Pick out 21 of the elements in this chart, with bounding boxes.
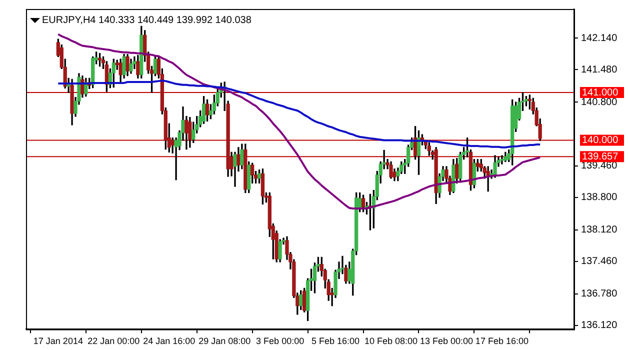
y-tick-label: 141.480 <box>581 64 618 76</box>
y-tick-label: 137.460 <box>581 256 618 268</box>
y-tick-label: 136.120 <box>581 320 618 332</box>
x-tick-label: 17 Jan 2014 <box>33 336 83 346</box>
y-tick-label: 138.800 <box>581 192 618 204</box>
x-tick-label: 29 Jan 08:00 <box>198 336 251 346</box>
x-tick-label: 24 Jan 16:00 <box>143 336 196 346</box>
ref-line-label: 139.657 <box>582 151 619 162</box>
ref-line-label: 141.000 <box>582 87 619 98</box>
y-tick-label: 136.780 <box>581 288 618 300</box>
x-tick-label: 5 Feb 16:00 <box>312 336 360 346</box>
y-tick-label: 142.140 <box>581 32 618 44</box>
x-tick-label: 17 Feb 16:00 <box>475 336 528 346</box>
text: EURJPY,H4 140.333 140.449 139.992 140.038 <box>42 14 252 26</box>
y-tick-label: 140.800 <box>581 96 618 108</box>
y-tick-label: 138.120 <box>581 224 618 236</box>
x-tick-label: 22 Jan 00:00 <box>88 336 140 346</box>
ref-line-label: 140.000 <box>582 134 619 146</box>
x-tick-label: 10 Feb 08:00 <box>364 336 418 346</box>
x-tick-label: 3 Feb 00:00 <box>256 336 304 346</box>
x-tick-label: 13 Feb 00:00 <box>420 336 474 346</box>
